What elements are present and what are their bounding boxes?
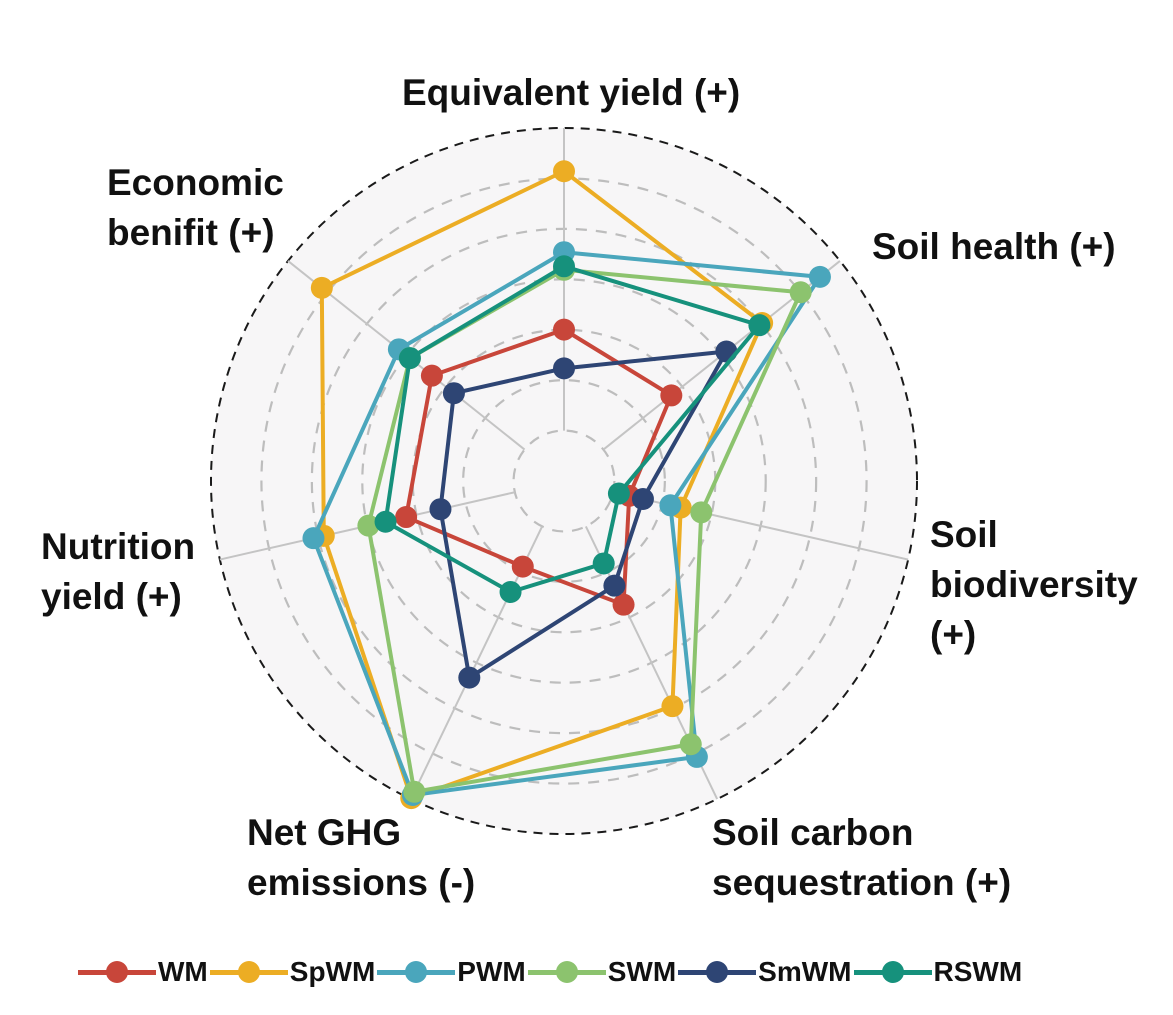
legend-item-rswm: RSWM bbox=[853, 956, 1023, 988]
axis-label: Nutrition yield (+) bbox=[41, 526, 196, 617]
data-point bbox=[715, 340, 738, 363]
legend-label: PWM bbox=[457, 956, 526, 987]
legend-label: SWM bbox=[607, 956, 677, 987]
legend-swatch bbox=[527, 957, 606, 987]
axis-label: Equivalent yield (+) bbox=[402, 72, 741, 113]
data-point bbox=[603, 574, 626, 597]
data-point bbox=[357, 514, 380, 537]
legend: WM SpWM PWM SWM SmWM RSWM bbox=[78, 952, 1024, 992]
series-rswm bbox=[374, 255, 771, 603]
data-point bbox=[748, 314, 771, 337]
legend-label: SpWM bbox=[289, 956, 376, 987]
data-point bbox=[612, 593, 635, 616]
legend-item-swm: SWM bbox=[527, 956, 677, 988]
legend-item-smwm: SmWM bbox=[678, 956, 852, 988]
data-point bbox=[808, 265, 831, 288]
axis-label: Net GHG emissions (-) bbox=[247, 812, 476, 903]
data-point bbox=[553, 255, 575, 278]
data-point bbox=[511, 555, 534, 578]
data-point bbox=[607, 482, 630, 505]
radar-series bbox=[302, 160, 831, 810]
data-point bbox=[659, 494, 682, 517]
data-point bbox=[395, 506, 418, 529]
series-line bbox=[404, 327, 674, 607]
legend-swatch bbox=[78, 957, 156, 987]
data-point bbox=[690, 501, 713, 524]
data-point bbox=[631, 488, 654, 511]
series-smwm bbox=[429, 340, 738, 689]
legend-swatch bbox=[209, 957, 288, 987]
data-point bbox=[310, 276, 333, 299]
data-point bbox=[403, 780, 426, 803]
legend-swatch bbox=[853, 957, 932, 987]
legend-label: RSWM bbox=[933, 956, 1023, 987]
data-point bbox=[398, 347, 421, 370]
axis-label: Soil health (+) bbox=[872, 226, 1116, 267]
data-point bbox=[661, 695, 684, 718]
legend-label: SmWM bbox=[758, 956, 852, 987]
legend-item-pwm: PWM bbox=[377, 956, 526, 988]
series-line bbox=[319, 169, 765, 801]
data-point bbox=[553, 318, 575, 341]
data-point bbox=[553, 357, 575, 380]
series-line bbox=[438, 349, 729, 680]
legend-item-wm: WM bbox=[78, 956, 208, 988]
series-line bbox=[383, 264, 762, 594]
legend-item-spwm: SpWM bbox=[209, 956, 376, 988]
legend-swatch bbox=[377, 957, 456, 987]
data-point bbox=[442, 382, 465, 405]
series-swm bbox=[357, 258, 812, 803]
legend-label: WM bbox=[158, 956, 208, 987]
data-point bbox=[592, 552, 615, 575]
radar-grid bbox=[210, 127, 918, 835]
grid-ring bbox=[512, 429, 616, 533]
series-line bbox=[366, 267, 803, 794]
data-point bbox=[499, 580, 522, 603]
grid-ring bbox=[462, 379, 666, 583]
data-point bbox=[660, 384, 683, 407]
data-point bbox=[420, 364, 443, 387]
legend-swatch bbox=[678, 957, 757, 987]
data-point bbox=[789, 281, 812, 304]
axis-label: Soil carbon sequestration (+) bbox=[712, 812, 1012, 903]
data-point bbox=[458, 666, 481, 689]
data-point bbox=[374, 510, 397, 533]
axis-label: Economic benifit (+) bbox=[107, 162, 284, 253]
data-point bbox=[429, 498, 452, 521]
data-point bbox=[679, 733, 702, 756]
series-line bbox=[311, 250, 822, 797]
data-point bbox=[553, 160, 575, 183]
data-point bbox=[302, 527, 325, 550]
axis-label: Soil biodiversity (+) bbox=[930, 514, 1138, 655]
